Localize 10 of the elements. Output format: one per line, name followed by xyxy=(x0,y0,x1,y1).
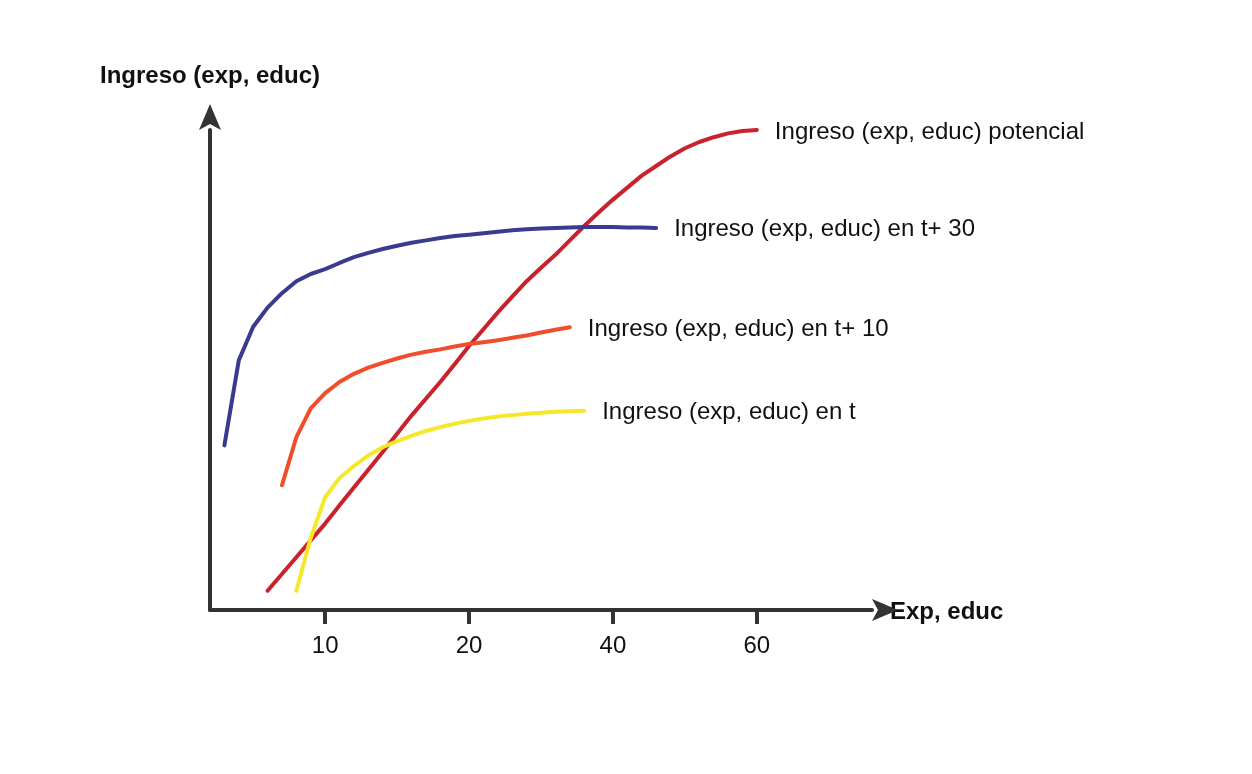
x-tick-label: 20 xyxy=(455,630,483,658)
series-label: Ingreso (exp, educ) en t+ 10 xyxy=(587,313,889,341)
x-tick-label: 10 xyxy=(311,630,339,658)
y-axis-title: Ingreso (exp, educ) xyxy=(99,60,321,88)
series-label: Ingreso (exp, educ) potencial xyxy=(774,116,1085,144)
x-axis-title: Exp, educ xyxy=(890,596,1004,624)
series-label: Ingreso (exp, educ) en t+ 30 xyxy=(674,214,975,242)
x-tick-label: 60 xyxy=(743,630,771,658)
series-label: Ingreso (exp, educ) en t xyxy=(602,397,856,425)
x-tick-label: 40 xyxy=(599,630,627,658)
